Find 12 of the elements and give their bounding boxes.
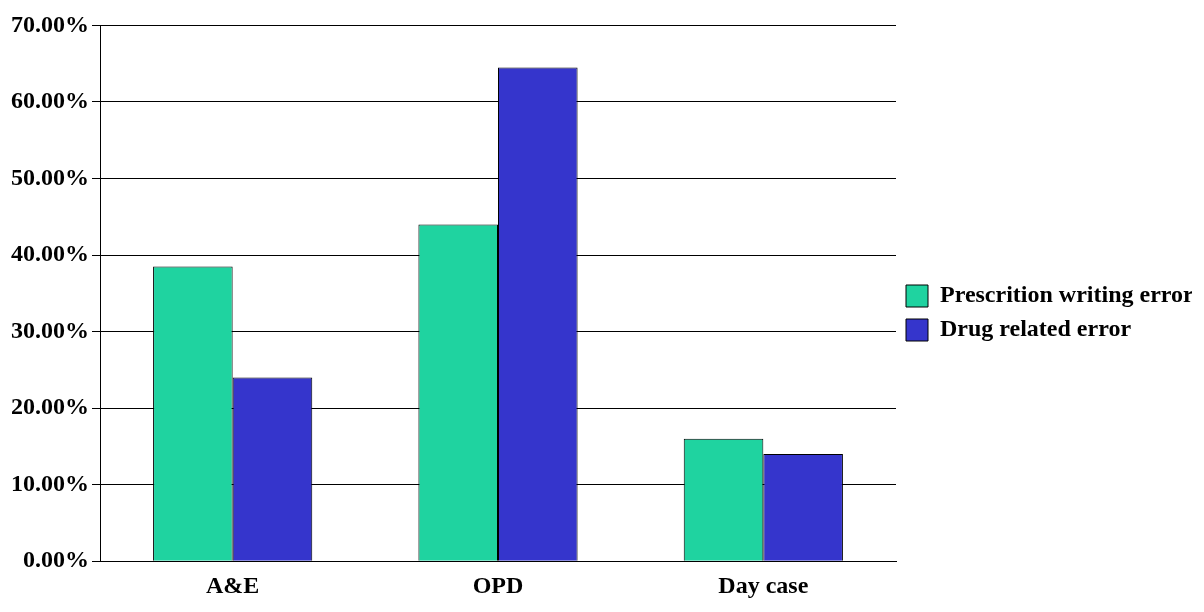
y-tick-label: 20.00% bbox=[11, 393, 89, 420]
x-tick-label: A&E bbox=[205, 571, 260, 598]
y-tick-label: 30.00% bbox=[11, 316, 89, 343]
y-tick-label: 60.00% bbox=[11, 87, 89, 114]
y-tick-label: 0.00% bbox=[23, 546, 89, 573]
x-tick-label: Day case bbox=[718, 571, 809, 598]
y-tick-label: 40.00% bbox=[11, 240, 89, 267]
y-tick-label: 70.00% bbox=[11, 10, 89, 37]
x-tick-label: OPD bbox=[472, 571, 524, 598]
legend-label: Drug related error bbox=[940, 315, 1132, 342]
y-tick-label: 50.00% bbox=[11, 163, 89, 190]
y-tick-label: 10.00% bbox=[11, 469, 89, 496]
